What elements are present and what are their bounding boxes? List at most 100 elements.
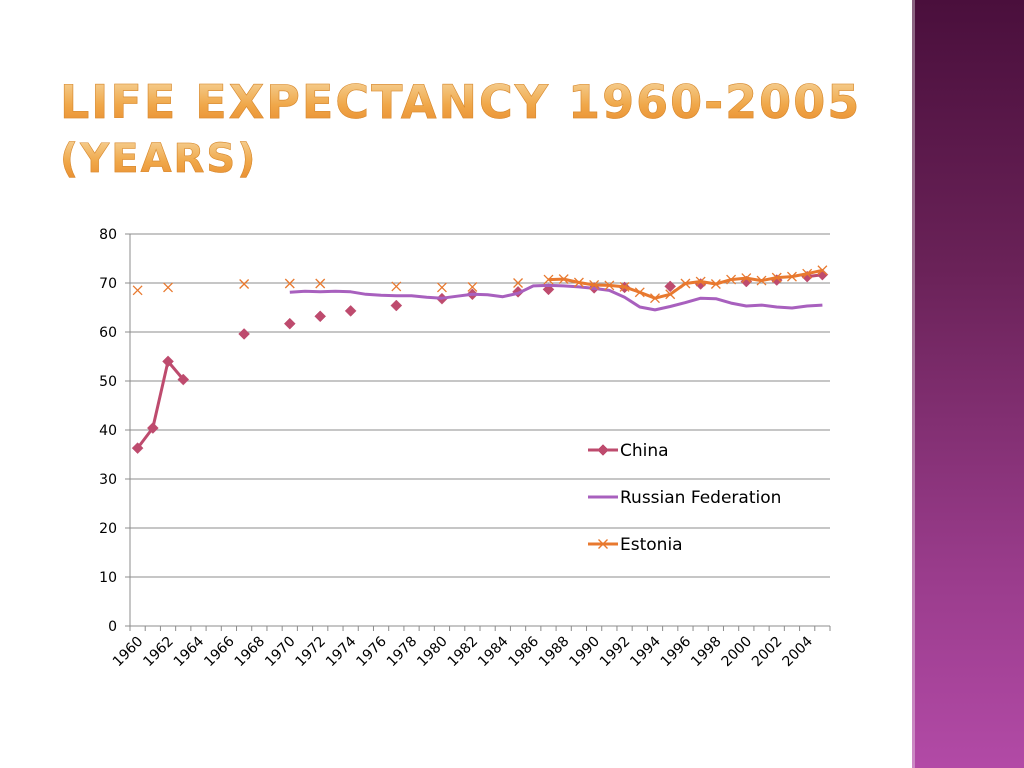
x-tick-label-1994: 1994 — [627, 633, 664, 670]
x-marker-stroke — [802, 268, 813, 279]
data-point-estonia — [650, 293, 660, 304]
x-marker-stroke — [589, 280, 600, 290]
x-tick-label-1990: 1990 — [566, 634, 603, 671]
x-tick-label-1982: 1982 — [445, 634, 482, 671]
data-point-estonia — [513, 278, 524, 288]
slide-title: Life Expectancy 1960-2005 — [60, 75, 862, 130]
series-line-russian-federation — [289, 283, 823, 312]
legend-item-estonia: Estonia — [588, 535, 683, 555]
y-tick-label-60: 60 — [99, 325, 117, 341]
x-tick-label-1968: 1968 — [232, 634, 269, 671]
data-point-estonia — [558, 274, 569, 285]
data-point-estonia — [573, 277, 584, 288]
y-tick-label-40: 40 — [99, 423, 117, 439]
x-marker-stroke — [132, 285, 143, 296]
x-marker-stroke — [558, 274, 569, 285]
series-lines — [131, 265, 829, 454]
legend-marker-china — [597, 444, 609, 456]
data-point-estonia — [619, 281, 630, 292]
x-marker-stroke — [604, 280, 615, 291]
y-tick-label-30: 30 — [99, 472, 117, 488]
x-tick-label-1964: 1964 — [171, 633, 208, 670]
data-point-china — [131, 442, 144, 454]
data-point-estonia — [756, 275, 767, 286]
x-marker-stroke — [391, 281, 402, 292]
data-point-estonia — [315, 278, 326, 289]
x-marker-stroke — [634, 287, 645, 298]
y-tick-label-10: 10 — [99, 570, 117, 586]
x-tick-label-2002: 2002 — [749, 634, 786, 671]
x-marker-stroke — [543, 274, 554, 285]
y-tick-label-50: 50 — [99, 374, 117, 390]
legend-label-estonia: Estonia — [620, 535, 683, 555]
x-marker-stroke — [786, 271, 797, 282]
x-tick-label-1974: 1974 — [323, 633, 360, 670]
x-marker-stroke — [467, 281, 478, 292]
data-point-estonia — [817, 265, 828, 276]
x-tick-label-1984: 1984 — [475, 633, 512, 670]
y-tick-label-80: 80 — [99, 227, 117, 243]
series-russian-federation — [289, 283, 823, 312]
x-tick-label-1986: 1986 — [506, 633, 543, 670]
data-point-china — [390, 299, 403, 312]
x-marker-stroke — [513, 278, 524, 288]
x-tick-label-1980: 1980 — [414, 634, 451, 671]
data-point-estonia — [665, 289, 676, 300]
x-marker-stroke — [650, 293, 660, 304]
x-marker-stroke — [695, 276, 706, 287]
x-tick-label-1960: 1960 — [110, 634, 147, 671]
x-marker-stroke — [598, 539, 608, 549]
data-point-estonia — [710, 279, 721, 289]
data-point-china — [146, 422, 159, 434]
x-tick-label-2004: 2004 — [779, 633, 816, 670]
x-tick-label-1996: 1996 — [658, 633, 695, 670]
x-marker-stroke — [573, 277, 584, 288]
series-estonia — [132, 265, 828, 304]
x-tick-label-1978: 1978 — [384, 634, 421, 671]
data-point-china — [664, 280, 677, 293]
data-point-china — [314, 310, 327, 323]
x-marker-stroke — [771, 272, 782, 283]
legend-marker-estonia — [598, 539, 608, 549]
legend-label-russian-federation: Russian Federation — [620, 488, 781, 508]
x-tick-label-1962: 1962 — [140, 634, 177, 671]
x-marker-stroke — [284, 278, 295, 289]
legend-label-china: China — [620, 441, 669, 461]
data-point-estonia — [239, 279, 250, 289]
series-line-china — [136, 359, 185, 450]
data-point-china — [283, 317, 296, 330]
x-marker-stroke — [619, 281, 630, 292]
x-marker-stroke — [315, 278, 326, 289]
legend: China Russian Federation Estonia — [588, 441, 781, 555]
x-tick-label-1988: 1988 — [536, 634, 573, 671]
data-point-china — [177, 373, 190, 386]
x-marker-stroke — [680, 278, 691, 289]
x-tick-label-1976: 1976 — [353, 633, 390, 670]
x-tick-label-1992: 1992 — [597, 634, 634, 671]
data-point-estonia — [467, 281, 478, 292]
x-tick-label-1970: 1970 — [262, 634, 299, 671]
x-marker-stroke — [726, 274, 737, 285]
x-marker-stroke — [710, 279, 721, 289]
data-point-estonia — [589, 280, 600, 290]
y-tick-label-0: 0 — [108, 619, 117, 635]
x-marker-stroke — [756, 275, 767, 286]
x-marker-stroke — [436, 282, 447, 293]
x-tick-label-1966: 1966 — [201, 633, 238, 670]
legend-item-russian-federation: Russian Federation — [588, 488, 781, 508]
data-point-china — [238, 328, 250, 340]
data-point-estonia — [741, 273, 752, 284]
x-marker-stroke — [163, 282, 174, 293]
x-tick-label-2000: 2000 — [719, 634, 756, 671]
decorative-side-band — [912, 0, 1024, 768]
data-point-estonia — [634, 287, 645, 298]
gridlines — [130, 233, 830, 578]
data-point-estonia — [391, 281, 402, 292]
x-tick-label-1972: 1972 — [293, 634, 330, 671]
data-point-estonia — [284, 278, 295, 289]
data-point-estonia — [802, 268, 813, 279]
data-point-china — [162, 355, 174, 368]
data-point-estonia — [604, 280, 615, 291]
data-point-estonia — [695, 276, 706, 287]
